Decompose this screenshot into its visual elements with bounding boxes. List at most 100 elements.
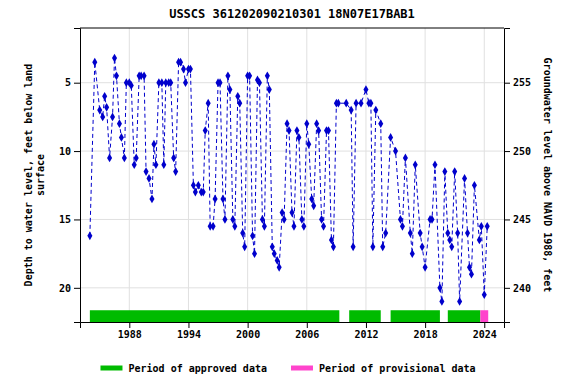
axis-line bbox=[74, 29, 81, 323]
chart: 1988199420002006201220182024510152025525… bbox=[0, 0, 576, 384]
tick: 255 bbox=[504, 77, 531, 88]
tick-label: 255 bbox=[513, 77, 531, 88]
data-point bbox=[306, 140, 311, 149]
tick-mark bbox=[248, 322, 249, 328]
period-band bbox=[480, 310, 488, 322]
tick: 250 bbox=[504, 146, 531, 157]
legend-label: Period of provisional data bbox=[319, 363, 476, 374]
data-point bbox=[92, 58, 97, 67]
data-point bbox=[301, 222, 306, 231]
data-point bbox=[326, 126, 331, 135]
y-axis-label: Depth to water level, feet below landsur… bbox=[23, 64, 46, 287]
tick-mark bbox=[504, 288, 510, 289]
tick-mark bbox=[74, 219, 80, 220]
data-point bbox=[196, 181, 201, 190]
legend-item: Period of provisional data bbox=[291, 363, 476, 374]
data-point bbox=[153, 160, 158, 169]
data-point bbox=[472, 181, 477, 190]
data-point bbox=[252, 249, 257, 258]
data-point bbox=[134, 154, 139, 163]
data-point bbox=[455, 229, 460, 238]
data-point bbox=[117, 119, 122, 128]
data-point bbox=[291, 222, 296, 231]
data-point bbox=[262, 222, 267, 231]
data-point bbox=[217, 78, 222, 87]
data-point bbox=[477, 236, 482, 245]
data-point bbox=[114, 71, 119, 80]
data-point bbox=[161, 160, 166, 169]
tick: 2012 bbox=[354, 322, 378, 340]
x-axis: 1988199420002006201220182024 bbox=[81, 322, 505, 340]
data-point bbox=[171, 154, 176, 163]
tick: 5 bbox=[65, 77, 80, 88]
data-point bbox=[462, 174, 467, 183]
tick-mark bbox=[188, 322, 189, 328]
period-band bbox=[349, 310, 381, 322]
data-point bbox=[393, 147, 398, 156]
data-point bbox=[289, 208, 294, 217]
data-point bbox=[222, 215, 227, 224]
title: USSCS 361202090210301 18N07E17BAB1 bbox=[169, 7, 415, 21]
data-point bbox=[442, 167, 447, 176]
data-point bbox=[351, 242, 356, 251]
axis-line bbox=[81, 323, 505, 329]
frame-line bbox=[80, 28, 504, 29]
grid-line bbox=[80, 219, 504, 220]
data-point bbox=[277, 263, 282, 272]
tick-label: 240 bbox=[513, 283, 531, 294]
data-point bbox=[373, 106, 378, 115]
tick: 240 bbox=[504, 283, 531, 294]
data-point bbox=[220, 195, 225, 204]
y2-axis-label: Groundwater level above NAVD 1988, feet bbox=[542, 58, 553, 293]
axis-line bbox=[505, 29, 511, 323]
tick-mark bbox=[425, 322, 426, 328]
data-point bbox=[418, 229, 423, 238]
period-band bbox=[391, 310, 440, 322]
legend-item: Period of approved data bbox=[100, 363, 266, 374]
data-point bbox=[193, 188, 198, 197]
grid-line bbox=[484, 28, 485, 322]
tick: 245 bbox=[504, 214, 531, 225]
data-point bbox=[388, 133, 393, 142]
data-point bbox=[110, 113, 115, 122]
data-point bbox=[400, 222, 405, 231]
label-line: Depth to water level, feet below land bbox=[23, 64, 34, 287]
data-point bbox=[213, 195, 218, 204]
data-point bbox=[449, 242, 454, 251]
data-point bbox=[368, 99, 373, 108]
data-point bbox=[380, 242, 385, 251]
data-point bbox=[237, 99, 242, 108]
tick-mark bbox=[74, 288, 80, 289]
legend-swatch bbox=[291, 366, 313, 371]
data-point bbox=[359, 99, 364, 108]
data-point bbox=[102, 92, 107, 101]
y-axis: 5101520 bbox=[59, 29, 81, 323]
data-point bbox=[100, 113, 105, 122]
data-point bbox=[321, 222, 326, 231]
grid-line bbox=[425, 28, 426, 322]
data-point bbox=[211, 222, 216, 231]
period-band bbox=[448, 310, 481, 322]
data-point bbox=[168, 78, 173, 87]
data-point bbox=[311, 201, 316, 210]
data-point bbox=[173, 167, 178, 176]
data-point bbox=[122, 154, 127, 163]
data-point bbox=[240, 229, 245, 238]
tick: 1988 bbox=[118, 322, 142, 340]
data-point bbox=[257, 78, 262, 87]
data-point bbox=[413, 160, 418, 169]
data-point bbox=[104, 103, 109, 112]
data-point bbox=[420, 242, 425, 251]
data-point bbox=[344, 99, 349, 108]
data-point bbox=[316, 126, 321, 135]
marks bbox=[87, 54, 489, 322]
tick: 2006 bbox=[295, 322, 319, 340]
tick-label: 245 bbox=[513, 214, 531, 225]
data-point bbox=[383, 229, 388, 238]
data-point bbox=[203, 126, 208, 135]
data-point bbox=[247, 71, 252, 80]
data-point bbox=[336, 99, 341, 108]
data-point bbox=[97, 106, 102, 115]
data-point bbox=[452, 167, 457, 176]
tick: 2000 bbox=[236, 322, 260, 340]
